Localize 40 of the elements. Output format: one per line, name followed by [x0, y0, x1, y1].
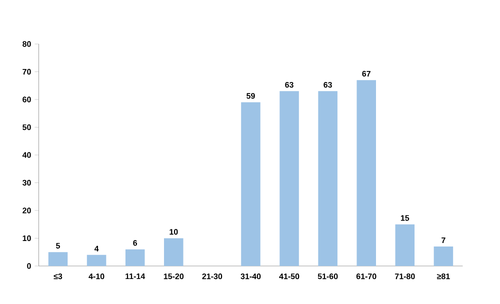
x-tick-label: 31-40 — [240, 274, 261, 280]
data-label: 63 — [324, 82, 332, 88]
data-label: 5 — [56, 242, 60, 249]
y-tick-label: 30 — [22, 180, 31, 186]
data-label: 6 — [133, 240, 138, 246]
x-tick-label: ≥81 — [436, 274, 450, 280]
x-tick-label: 61-70 — [356, 274, 376, 280]
bar — [125, 249, 145, 266]
data-label: 10 — [170, 229, 178, 235]
bar — [48, 252, 68, 266]
y-tick-label: 60 — [22, 96, 31, 102]
data-label: 15 — [400, 215, 410, 221]
y-tick-label: 50 — [22, 124, 31, 130]
x-tick-label: 15-20 — [164, 274, 184, 280]
bar — [434, 246, 454, 266]
y-tick-label: 80 — [22, 41, 31, 47]
data-label: 63 — [285, 82, 294, 88]
x-tick-label: 11-14 — [126, 274, 146, 280]
bar — [241, 102, 260, 266]
x-tick-label: 21-30 — [202, 274, 222, 280]
x-tick-label: 51-60 — [318, 274, 338, 280]
bar — [86, 254, 106, 266]
x-tick-label: ≤3 — [54, 274, 62, 280]
y-tick-label: 70 — [22, 68, 31, 75]
bar — [395, 224, 415, 266]
data-label: 67 — [362, 70, 370, 77]
y-tick-label: 40 — [22, 152, 31, 158]
data-label: 4 — [94, 246, 99, 252]
bar — [356, 80, 376, 266]
x-tick-label: 71-80 — [395, 274, 415, 280]
y-tick-label: 0 — [27, 263, 31, 269]
data-label: 7 — [442, 238, 446, 244]
bar — [164, 238, 184, 266]
y-tick-label: 10 — [22, 235, 31, 242]
x-tick-label: 41-50 — [279, 274, 300, 280]
y-tick-label: 20 — [22, 208, 31, 214]
bar — [318, 91, 338, 266]
x-tick-label: 4-10 — [88, 274, 104, 280]
bar — [280, 91, 299, 266]
data-label: 59 — [246, 93, 255, 99]
